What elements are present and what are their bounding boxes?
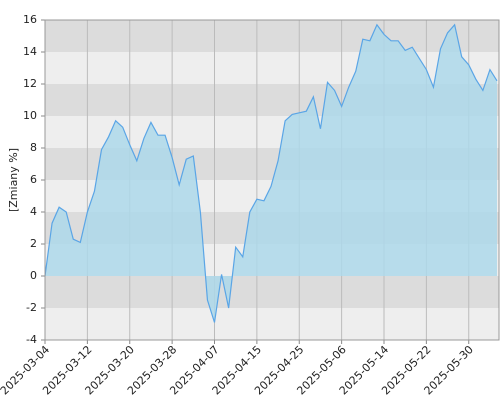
y-axis-label: [Zmiany %] xyxy=(7,148,20,212)
background-band xyxy=(45,276,499,308)
line xyxy=(44,23,498,323)
y-tick-label: -2 xyxy=(26,301,37,314)
y-tick-label: 8 xyxy=(30,141,37,154)
y-tick-label: 0 xyxy=(30,269,37,282)
plot-frame xyxy=(44,19,500,341)
y-tick-label: -4 xyxy=(26,333,37,346)
y-tick-label: 4 xyxy=(30,205,37,218)
area-fill xyxy=(45,24,497,323)
y-tick-label: 6 xyxy=(30,173,37,186)
y-tick-label: 10 xyxy=(23,109,37,122)
background-band xyxy=(45,20,499,52)
background-band xyxy=(45,308,499,340)
y-tick-label: 2 xyxy=(30,237,37,250)
background-band xyxy=(45,52,499,84)
y-tick-label: 12 xyxy=(23,77,37,90)
y-tick-label: 14 xyxy=(23,45,37,58)
y-tick-label: 16 xyxy=(23,13,37,26)
